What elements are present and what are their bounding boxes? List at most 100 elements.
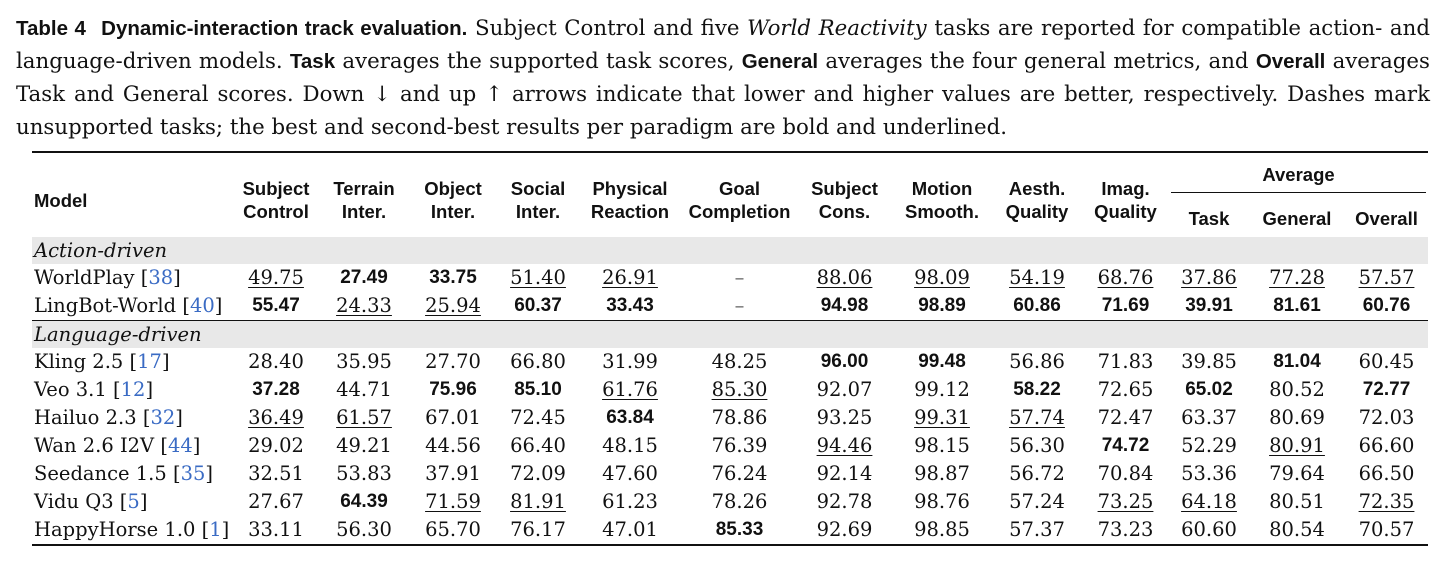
value-cell: 85.10	[498, 376, 578, 404]
cell-value: 39.85	[1181, 350, 1237, 373]
value-cell: 48.25	[682, 348, 797, 376]
cell-value: 24.33	[336, 294, 392, 317]
header-general: General	[1262, 208, 1332, 229]
results-table: Model Subject Control Terrain Inter. Objec…	[32, 151, 1429, 546]
model-name: Vidu Q3	[34, 490, 114, 513]
value-cell: 98.87	[892, 460, 992, 488]
citation-link[interactable]: 17	[137, 350, 162, 373]
value-cell: 51.40	[498, 264, 578, 292]
value-cell: 57.74	[992, 404, 1082, 432]
cell-value: 99.48	[918, 351, 966, 372]
cell-value: 60.45	[1358, 350, 1415, 373]
cell-value: 44.56	[425, 434, 481, 457]
value-cell: 88.06	[797, 264, 892, 292]
table-label: Table 4	[16, 17, 86, 40]
value-cell: 25.94	[408, 292, 498, 321]
citation-link[interactable]: 44	[167, 434, 193, 457]
citation-link[interactable]: 38	[148, 266, 174, 289]
value-cell: 77.28	[1249, 264, 1345, 292]
value-cell: 66.80	[498, 348, 578, 376]
cell-value: 98.76	[914, 490, 970, 513]
value-cell: 66.60	[1345, 432, 1428, 460]
value-cell: 33.11	[232, 516, 320, 545]
citation-link[interactable]: 32	[150, 406, 176, 429]
citation-link[interactable]: 1	[209, 518, 222, 541]
value-cell: 94.46	[797, 432, 892, 460]
value-cell: 71.69	[1082, 292, 1169, 321]
cell-value: 44.71	[336, 378, 392, 401]
value-cell: 57.57	[1345, 264, 1428, 292]
cell-value: 85.33	[715, 519, 764, 540]
value-cell: 60.60	[1169, 516, 1249, 545]
value-cell: 93.25	[797, 404, 892, 432]
value-cell: 37.91	[408, 460, 498, 488]
average-rule	[1171, 192, 1427, 193]
value-cell: 92.14	[797, 460, 892, 488]
citation-link[interactable]: 5	[127, 490, 140, 513]
value-cell: 54.19	[992, 264, 1082, 292]
citation-link[interactable]: 40	[189, 294, 215, 317]
cell-value: 48.15	[602, 434, 658, 457]
value-cell: –	[682, 292, 797, 321]
cell-value: 27.49	[340, 267, 388, 288]
caption-emphasis: World Reactivity	[747, 16, 927, 41]
cell-value: 33.43	[606, 295, 654, 316]
citation-link[interactable]: 35	[180, 462, 206, 485]
value-cell: 81.61	[1249, 292, 1345, 321]
value-cell: 80.52	[1249, 376, 1345, 404]
cell-value: 60.37	[514, 295, 562, 316]
table-row: Seedance 1.5 [35] 32.51 53.83 37.91 72.09 47.…	[32, 460, 1428, 488]
cell-value: 80.91	[1269, 434, 1325, 457]
cell-value: 68.76	[1097, 266, 1154, 289]
header-physical-reaction: Physical Reaction	[590, 178, 670, 222]
value-cell: 72.35	[1345, 488, 1428, 516]
value-cell: 56.86	[992, 348, 1082, 376]
value-cell: 48.15	[578, 432, 682, 460]
cell-value: 65.02	[1185, 379, 1233, 400]
cell-value: 37.86	[1181, 266, 1237, 289]
cell-value: 66.40	[510, 434, 566, 457]
cell-value: 39.91	[1185, 295, 1233, 316]
model-cell: Seedance 1.5 [35]	[34, 462, 214, 485]
value-cell: 71.59	[408, 488, 498, 516]
cell-value: 73.23	[1097, 518, 1154, 541]
value-cell: 33.43	[578, 292, 682, 321]
value-cell: 99.12	[892, 376, 992, 404]
value-cell: 60.45	[1345, 348, 1428, 376]
value-cell: 53.83	[320, 460, 408, 488]
cell-value: 77.28	[1269, 266, 1325, 289]
caption-text-3: averages the four general metrics, and	[825, 49, 1249, 74]
table-row: Veo 3.1 [12] 37.28 44.71 75.96 85.10 61.76 85.…	[32, 376, 1428, 404]
cell-value: 73.25	[1097, 490, 1154, 513]
citation-link[interactable]: 12	[120, 378, 146, 401]
header-social-inter: Social Inter.	[510, 178, 566, 222]
cell-value: 67.01	[425, 406, 481, 429]
value-cell: 98.89	[892, 292, 992, 321]
value-cell: 47.60	[578, 460, 682, 488]
table-caption: Table 4 Dynamic-interaction track evalua…	[16, 12, 1430, 144]
table-row: WorldPlay [38] 49.75 27.49 33.75 51.40 26.91 –…	[32, 264, 1428, 292]
caption-text-1b: tasks are reported for compatible action…	[16, 16, 1430, 74]
value-cell: 57.37	[992, 516, 1082, 545]
value-cell: 80.54	[1249, 516, 1345, 545]
cell-value: 65.70	[425, 518, 481, 541]
cell-value: 85.30	[711, 378, 768, 401]
cell-value: –	[734, 294, 745, 317]
cell-value: 53.36	[1181, 462, 1237, 485]
value-cell: 79.64	[1249, 460, 1345, 488]
value-cell: 80.91	[1249, 432, 1345, 460]
cell-value: 72.09	[510, 462, 566, 485]
caption-overall-word: Overall	[1255, 50, 1326, 73]
cell-value: 92.78	[816, 490, 873, 513]
cell-value: 56.30	[1009, 434, 1065, 457]
cell-value: 55.47	[252, 295, 300, 316]
value-cell: 78.26	[682, 488, 797, 516]
cell-value: 71.69	[1101, 295, 1150, 316]
header-subject-control: Subject Control	[242, 178, 310, 222]
value-cell: 92.69	[797, 516, 892, 545]
cell-value: 57.74	[1009, 406, 1065, 429]
cell-value: 49.75	[248, 266, 304, 289]
cell-value: 79.64	[1269, 462, 1325, 485]
model-cell: HappyHorse 1.0 [1]	[34, 518, 230, 541]
value-cell: 99.48	[892, 348, 992, 376]
